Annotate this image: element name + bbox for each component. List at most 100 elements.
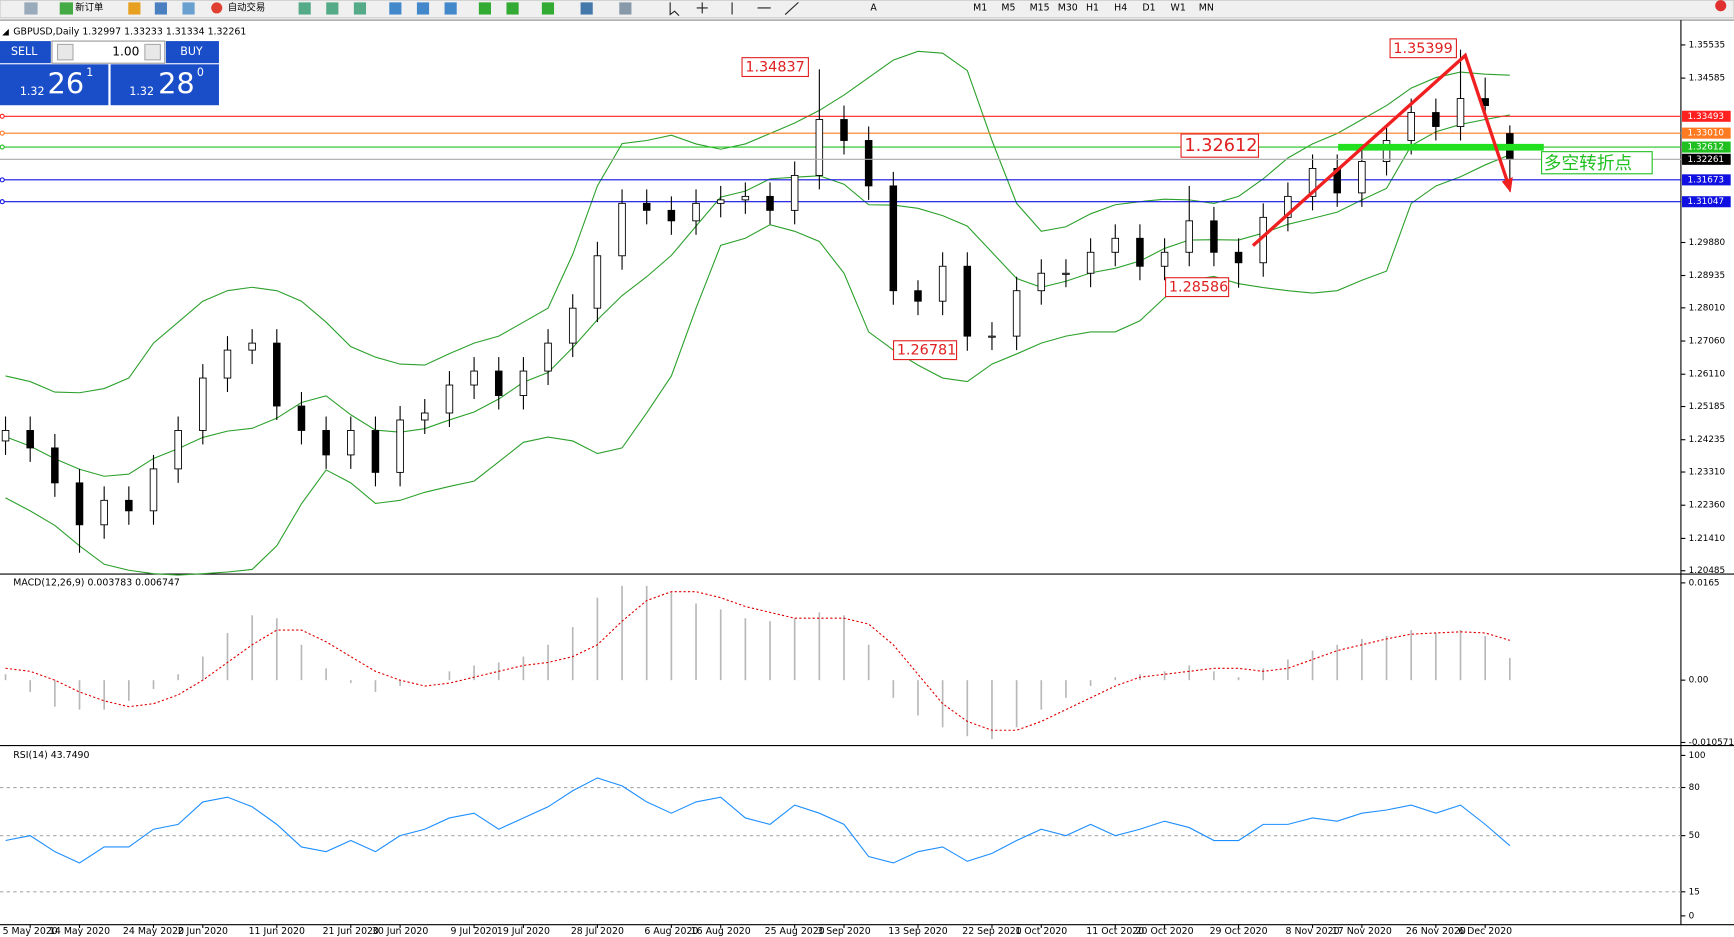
candle-body — [322, 430, 330, 456]
sell-button[interactable] — [0, 41, 51, 64]
tool-icon[interactable] — [24, 2, 38, 15]
x-tick-label: 14 May 2020 — [49, 926, 110, 937]
lots-up[interactable] — [144, 43, 161, 61]
candle-body — [1086, 251, 1095, 274]
alert-icon[interactable] — [1715, 0, 1727, 12]
annotation: 多空转折点 — [1544, 153, 1632, 174]
auto-trading[interactable]: 自动交易 — [228, 1, 266, 13]
timeframe[interactable]: D1 — [1142, 2, 1155, 13]
candle-body — [1210, 220, 1218, 253]
timeframe[interactable]: H1 — [1086, 2, 1099, 13]
lots-value[interactable]: 1.00 — [112, 45, 139, 59]
level-handle — [0, 199, 5, 205]
ask-pips[interactable]: 28 — [158, 66, 195, 100]
text-tool[interactable]: A — [870, 2, 877, 13]
tool-icon[interactable] — [182, 2, 195, 15]
ask-point[interactable]: 0 — [197, 66, 204, 79]
tool-icon[interactable] — [478, 2, 492, 15]
periods[interactable] — [580, 2, 593, 15]
price-label: 1.35399 — [1393, 41, 1452, 57]
crosshair-tool[interactable] — [696, 2, 708, 14]
ask-box[interactable] — [110, 64, 219, 106]
y-tick-label: 0.00 — [1689, 676, 1709, 686]
zoom-in[interactable] — [389, 2, 402, 15]
buy-button[interactable] — [165, 41, 219, 64]
tool-icon[interactable] — [326, 2, 339, 15]
level-label: 1.32612 — [1688, 143, 1725, 153]
tile[interactable] — [444, 2, 457, 15]
x-tick-label: 19 Jul 2020 — [497, 926, 550, 937]
candle-body — [371, 430, 380, 473]
bid-pips[interactable]: 26 — [48, 66, 85, 100]
candle-body — [766, 195, 774, 211]
level-tag — [1682, 110, 1731, 122]
x-tick-label: 6 Dec 2020 — [1458, 926, 1512, 937]
candle-body — [51, 447, 59, 484]
candle-body — [494, 370, 503, 396]
sell-label[interactable]: SELL — [11, 45, 38, 58]
timeframe[interactable]: M15 — [1030, 2, 1050, 13]
x-tick-label: 9 Jul 2020 — [451, 926, 498, 937]
current-price-label: 1.32261 — [1688, 155, 1725, 165]
price-label: 1.32612 — [1184, 136, 1257, 156]
timeframe[interactable]: W1 — [1171, 2, 1186, 13]
tool-icon[interactable] — [154, 2, 167, 15]
candle-body — [840, 119, 848, 141]
zoom-out[interactable] — [416, 2, 430, 15]
y-tick-label: 0 — [1689, 911, 1695, 921]
bollinger-band — [5, 154, 1511, 576]
templates[interactable] — [619, 2, 632, 15]
annotation-box — [1541, 151, 1653, 175]
candle-body — [1432, 112, 1440, 127]
candle-body — [914, 290, 922, 302]
candle-body — [544, 342, 552, 372]
y-tick-label: 50 — [1689, 831, 1701, 841]
candle-body — [297, 405, 306, 431]
candle-body — [174, 430, 182, 470]
candle-body — [470, 370, 478, 386]
timeframe[interactable]: H4 — [1114, 2, 1127, 13]
new-order[interactable]: 新订单 — [75, 1, 103, 13]
x-tick-label: 26 Nov 2020 — [1406, 926, 1466, 937]
timeframe[interactable]: M5 — [1001, 2, 1015, 13]
auto-trading-icon[interactable] — [211, 2, 223, 14]
candle-body — [1160, 251, 1169, 267]
bid-box[interactable] — [0, 64, 109, 106]
price-label: 1.26781 — [897, 343, 956, 359]
bollinger-band — [5, 50, 1510, 394]
y-tick-label: 1.29880 — [1689, 238, 1726, 248]
candle-body — [347, 430, 355, 456]
timeframe[interactable]: M30 — [1058, 2, 1078, 13]
candle-body — [889, 185, 898, 292]
candle-body — [988, 335, 996, 338]
candle-body — [593, 255, 602, 309]
lots-field[interactable] — [51, 40, 166, 64]
price-label-box — [741, 57, 809, 78]
tool-icon[interactable] — [506, 2, 519, 15]
tool-icon[interactable] — [353, 2, 367, 15]
level-label: 1.33493 — [1688, 112, 1725, 122]
new-order-icon[interactable] — [59, 2, 73, 15]
ask-prefix[interactable]: 1.32 — [129, 85, 154, 98]
buy-label[interactable]: BUY — [180, 45, 203, 58]
timeframe[interactable]: MN — [1199, 2, 1214, 13]
line-tools[interactable] — [731, 1, 799, 15]
tool-icon[interactable] — [298, 2, 311, 15]
bid-point[interactable]: 1 — [86, 66, 93, 79]
candle-body — [963, 265, 972, 337]
candle-body — [1111, 237, 1120, 253]
candle-body — [223, 349, 232, 379]
lots-down[interactable] — [56, 43, 74, 61]
bid-prefix[interactable]: 1.32 — [20, 85, 45, 98]
cursor-tool[interactable] — [669, 2, 680, 17]
x-tick-label: 8 Nov 2020 — [1286, 926, 1340, 937]
level-tag — [1682, 127, 1731, 139]
indicators[interactable] — [541, 2, 555, 15]
candle-body — [199, 377, 207, 431]
level-label: 1.31047 — [1688, 197, 1725, 207]
y-tick-label: 1.20485 — [1689, 566, 1726, 576]
candle-body — [716, 199, 725, 204]
panel-title: RSI(14) 43.7490 — [13, 750, 89, 761]
timeframe[interactable]: M1 — [973, 2, 987, 13]
tool-icon[interactable] — [128, 2, 141, 15]
